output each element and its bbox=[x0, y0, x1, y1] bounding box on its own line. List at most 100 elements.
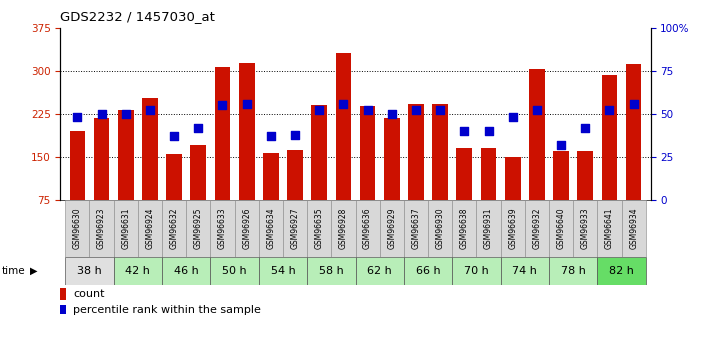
Point bbox=[604, 108, 615, 113]
Bar bbox=[356, 200, 380, 257]
Bar bbox=[287, 150, 303, 200]
Bar bbox=[597, 200, 621, 257]
Bar bbox=[549, 200, 573, 257]
Bar bbox=[186, 200, 210, 257]
Bar bbox=[162, 257, 210, 285]
Text: 66 h: 66 h bbox=[416, 266, 440, 276]
Point bbox=[338, 101, 349, 106]
Bar bbox=[162, 200, 186, 257]
Bar bbox=[65, 200, 90, 257]
Bar bbox=[263, 153, 279, 200]
Bar bbox=[621, 200, 646, 257]
Text: GSM96926: GSM96926 bbox=[242, 208, 251, 249]
Text: GSM96638: GSM96638 bbox=[460, 208, 469, 249]
Point bbox=[72, 115, 83, 120]
Bar bbox=[90, 200, 114, 257]
Bar bbox=[283, 200, 307, 257]
Bar bbox=[259, 200, 283, 257]
Text: 46 h: 46 h bbox=[173, 266, 198, 276]
Bar bbox=[452, 257, 501, 285]
Point bbox=[120, 111, 132, 117]
Text: GSM96635: GSM96635 bbox=[315, 208, 324, 249]
Point bbox=[386, 111, 397, 117]
Point bbox=[579, 125, 591, 130]
Text: 62 h: 62 h bbox=[368, 266, 392, 276]
Bar bbox=[239, 63, 255, 200]
Text: GSM96631: GSM96631 bbox=[122, 208, 130, 249]
Point bbox=[507, 115, 518, 120]
Bar bbox=[118, 110, 134, 200]
Bar bbox=[210, 200, 235, 257]
Text: GSM96925: GSM96925 bbox=[194, 208, 203, 249]
Point bbox=[289, 132, 301, 137]
Text: GSM96928: GSM96928 bbox=[339, 208, 348, 249]
Text: GSM96927: GSM96927 bbox=[291, 208, 299, 249]
Point bbox=[628, 101, 639, 106]
Point bbox=[531, 108, 542, 113]
Bar bbox=[70, 131, 85, 200]
Text: 54 h: 54 h bbox=[271, 266, 295, 276]
Bar bbox=[65, 257, 114, 285]
Point bbox=[362, 108, 373, 113]
Text: 50 h: 50 h bbox=[223, 266, 247, 276]
Text: GSM96633: GSM96633 bbox=[218, 208, 227, 249]
Bar bbox=[549, 257, 597, 285]
Bar bbox=[259, 257, 307, 285]
Text: GSM96934: GSM96934 bbox=[629, 208, 638, 249]
Bar bbox=[501, 257, 549, 285]
Bar bbox=[529, 69, 545, 200]
Bar bbox=[307, 200, 331, 257]
Bar bbox=[380, 200, 404, 257]
Bar bbox=[336, 53, 351, 200]
Bar bbox=[408, 104, 424, 200]
Text: GSM96933: GSM96933 bbox=[581, 208, 589, 249]
Text: 38 h: 38 h bbox=[77, 266, 102, 276]
Point bbox=[410, 108, 422, 113]
Bar bbox=[210, 257, 259, 285]
Bar bbox=[525, 200, 549, 257]
Text: GSM96929: GSM96929 bbox=[387, 208, 396, 249]
Bar bbox=[404, 257, 452, 285]
Text: GSM96639: GSM96639 bbox=[508, 208, 517, 249]
Bar bbox=[215, 67, 230, 200]
Text: GSM96640: GSM96640 bbox=[557, 208, 565, 249]
Bar bbox=[481, 148, 496, 200]
Text: 70 h: 70 h bbox=[464, 266, 488, 276]
Text: GSM96632: GSM96632 bbox=[170, 208, 178, 249]
Point bbox=[459, 128, 470, 134]
Bar bbox=[573, 200, 597, 257]
Text: GSM96932: GSM96932 bbox=[533, 208, 541, 249]
Text: GSM96630: GSM96630 bbox=[73, 208, 82, 249]
Text: time: time bbox=[2, 266, 26, 276]
Point bbox=[483, 128, 494, 134]
Bar bbox=[114, 257, 162, 285]
Bar bbox=[360, 106, 375, 200]
Bar bbox=[114, 200, 138, 257]
Text: GSM96634: GSM96634 bbox=[267, 208, 275, 249]
Bar bbox=[142, 98, 158, 200]
Point bbox=[265, 134, 277, 139]
Point bbox=[314, 108, 325, 113]
Bar bbox=[384, 118, 400, 200]
Text: GSM96641: GSM96641 bbox=[605, 208, 614, 249]
Bar bbox=[166, 154, 182, 200]
Bar bbox=[505, 157, 520, 200]
Bar bbox=[553, 151, 569, 200]
Point bbox=[555, 142, 567, 148]
Text: GSM96924: GSM96924 bbox=[146, 208, 154, 249]
Bar bbox=[432, 104, 448, 200]
Text: GSM96930: GSM96930 bbox=[436, 208, 444, 249]
Text: 42 h: 42 h bbox=[125, 266, 150, 276]
Bar bbox=[356, 257, 404, 285]
Bar bbox=[94, 118, 109, 200]
Bar bbox=[456, 148, 472, 200]
Bar bbox=[235, 200, 259, 257]
Bar bbox=[331, 200, 356, 257]
Bar bbox=[577, 151, 593, 200]
Text: GDS2232 / 1457030_at: GDS2232 / 1457030_at bbox=[60, 10, 215, 23]
Text: ▶: ▶ bbox=[30, 266, 38, 276]
Bar bbox=[602, 75, 617, 200]
Text: percentile rank within the sample: percentile rank within the sample bbox=[73, 305, 261, 315]
Bar bbox=[191, 146, 206, 200]
Text: GSM96636: GSM96636 bbox=[363, 208, 372, 249]
